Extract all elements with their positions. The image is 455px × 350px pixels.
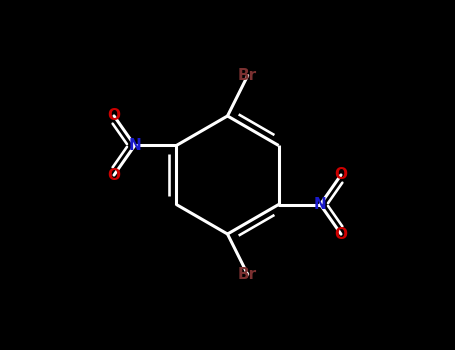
- Text: O: O: [107, 108, 121, 124]
- Text: O: O: [334, 226, 348, 242]
- Text: N: N: [314, 197, 327, 212]
- Text: O: O: [107, 168, 121, 183]
- Text: Br: Br: [238, 68, 257, 83]
- Text: N: N: [128, 138, 141, 153]
- Text: O: O: [334, 167, 348, 182]
- Text: Br: Br: [238, 267, 257, 282]
